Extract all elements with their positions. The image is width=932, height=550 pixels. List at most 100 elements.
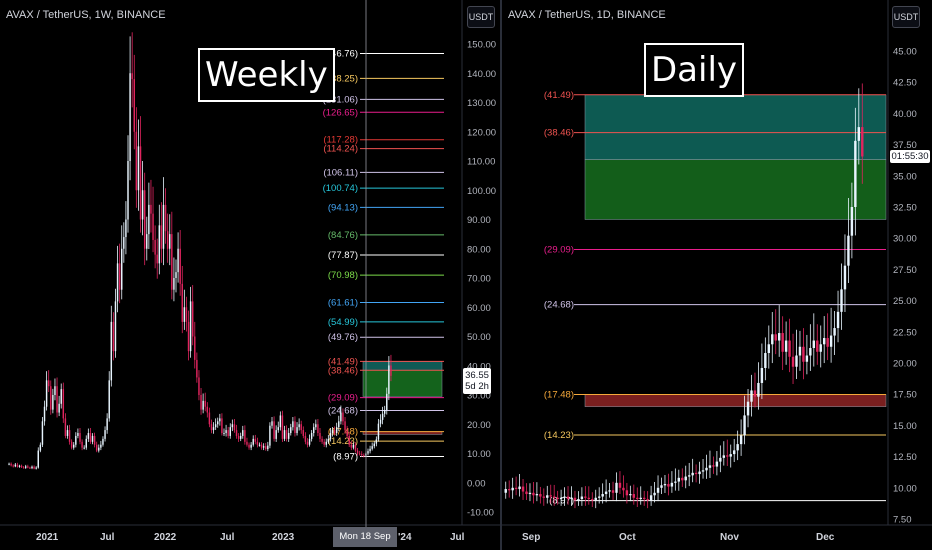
- level-label: (84.76): [328, 230, 358, 241]
- y-tick-label: 20.00: [467, 420, 491, 431]
- candle-body: [354, 444, 357, 451]
- candle-body: [597, 496, 601, 498]
- candle-body: [181, 283, 183, 322]
- daily-x-label: Sep: [522, 532, 541, 543]
- candle-body: [329, 433, 332, 439]
- candle-body: [390, 365, 392, 376]
- candle-body: [235, 430, 238, 436]
- candle-body: [239, 435, 242, 439]
- weekly-chart[interactable]: (146.76) (138.25) (131.06) (126.65) (117.28)…: [0, 0, 500, 550]
- candle-body: [206, 406, 209, 413]
- candle-body: [210, 424, 213, 431]
- candle-body: [14, 464, 17, 467]
- price-axis: [462, 0, 500, 550]
- level-label: (114.24): [323, 144, 358, 155]
- candle-body: [22, 467, 25, 469]
- daily-currency-button[interactable]: USDT: [892, 6, 920, 28]
- candle-body: [344, 421, 346, 431]
- candle-body: [29, 467, 31, 469]
- candle-body: [242, 430, 244, 436]
- candle-body: [350, 444, 353, 448]
- candle-body: [106, 418, 108, 431]
- weekly-label: Weekly: [198, 48, 335, 102]
- candle-body: [189, 301, 192, 352]
- candle-body: [64, 418, 67, 436]
- candle-body: [108, 380, 110, 419]
- y-tick-label: 7.50: [893, 515, 912, 526]
- weekly-chart-panel[interactable]: (146.76) (138.25) (131.06) (126.65) (117.28)…: [0, 0, 500, 550]
- candle-body: [285, 430, 288, 439]
- candle-body: [338, 421, 340, 428]
- candle-body: [8, 463, 10, 465]
- candle-body: [267, 445, 269, 450]
- candle-body: [656, 487, 660, 493]
- candle-body: [231, 424, 234, 428]
- candle-body: [639, 497, 642, 500]
- y-tick-label: 130.00: [467, 98, 496, 109]
- y-tick-label: 90.00: [467, 215, 491, 226]
- candle-body: [296, 427, 298, 434]
- candle-body: [292, 421, 294, 428]
- level-label: (38.46): [544, 128, 574, 139]
- candle-body: [335, 427, 338, 434]
- candle-body: [518, 486, 521, 490]
- level-label: (61.61): [328, 298, 358, 309]
- y-tick-label: 37.50: [893, 140, 917, 151]
- level-label: (38.46): [328, 365, 358, 376]
- candle-body: [805, 355, 809, 362]
- candle-body: [221, 418, 223, 434]
- candle-body: [160, 225, 163, 249]
- candle-body: [323, 441, 325, 445]
- level-label: (8.97): [549, 496, 574, 507]
- candle-body: [229, 427, 231, 436]
- daily-chart-panel[interactable]: (41.49) (38.46) (29.09) (24.68) (17.48) (14.2…: [502, 0, 932, 550]
- candle-body: [552, 496, 556, 498]
- weekly-x-label: Jul: [100, 532, 115, 543]
- candle-body: [287, 433, 290, 439]
- candle-body: [367, 451, 369, 454]
- daily-chart[interactable]: (41.49) (38.46) (29.09) (24.68) (17.48) (14.2…: [502, 0, 932, 550]
- candle-body: [104, 430, 106, 439]
- candle-body: [694, 472, 698, 475]
- candle-body: [743, 415, 746, 436]
- candle-body: [681, 477, 684, 481]
- candle-body: [58, 403, 60, 413]
- candle-body: [281, 415, 284, 439]
- candle-body: [43, 406, 46, 422]
- y-tick-label: 110.00: [467, 157, 495, 168]
- y-tick-label: 10.00: [467, 449, 491, 460]
- candle-body: [379, 419, 382, 424]
- candle-body: [127, 161, 129, 220]
- candle-body: [273, 421, 275, 439]
- candle-body: [141, 190, 144, 220]
- candle-body: [116, 263, 119, 302]
- candle-body: [225, 430, 227, 434]
- candle-body: [150, 204, 152, 214]
- weekly-currency-button[interactable]: USDT: [467, 6, 495, 28]
- candle-body: [248, 444, 250, 448]
- candle-body: [809, 348, 812, 356]
- weekly-symbol-title: AVAX / TetherUS, 1W, BINANCE: [6, 9, 166, 21]
- candle-body: [788, 340, 791, 357]
- panel-divider[interactable]: [500, 0, 502, 550]
- candle-body: [18, 465, 21, 467]
- level-label: (138.25): [323, 73, 358, 84]
- candle-body: [171, 234, 173, 290]
- candle-body: [591, 499, 594, 501]
- candle-body: [83, 447, 85, 449]
- level-label: (70.98): [328, 270, 358, 281]
- candle-body: [169, 234, 171, 249]
- candle-body: [310, 433, 313, 439]
- candle-body: [539, 494, 542, 497]
- level-label: (41.49): [328, 356, 358, 367]
- candle-body: [317, 424, 319, 434]
- candle-body: [358, 453, 361, 455]
- y-tick-label: 50.00: [467, 332, 491, 343]
- candle-body: [45, 380, 48, 407]
- candle-body: [795, 355, 798, 367]
- candle-body: [16, 464, 19, 467]
- candle-body: [608, 490, 611, 492]
- candle-body: [777, 333, 781, 341]
- candle-body: [642, 497, 646, 500]
- zone: [362, 370, 443, 397]
